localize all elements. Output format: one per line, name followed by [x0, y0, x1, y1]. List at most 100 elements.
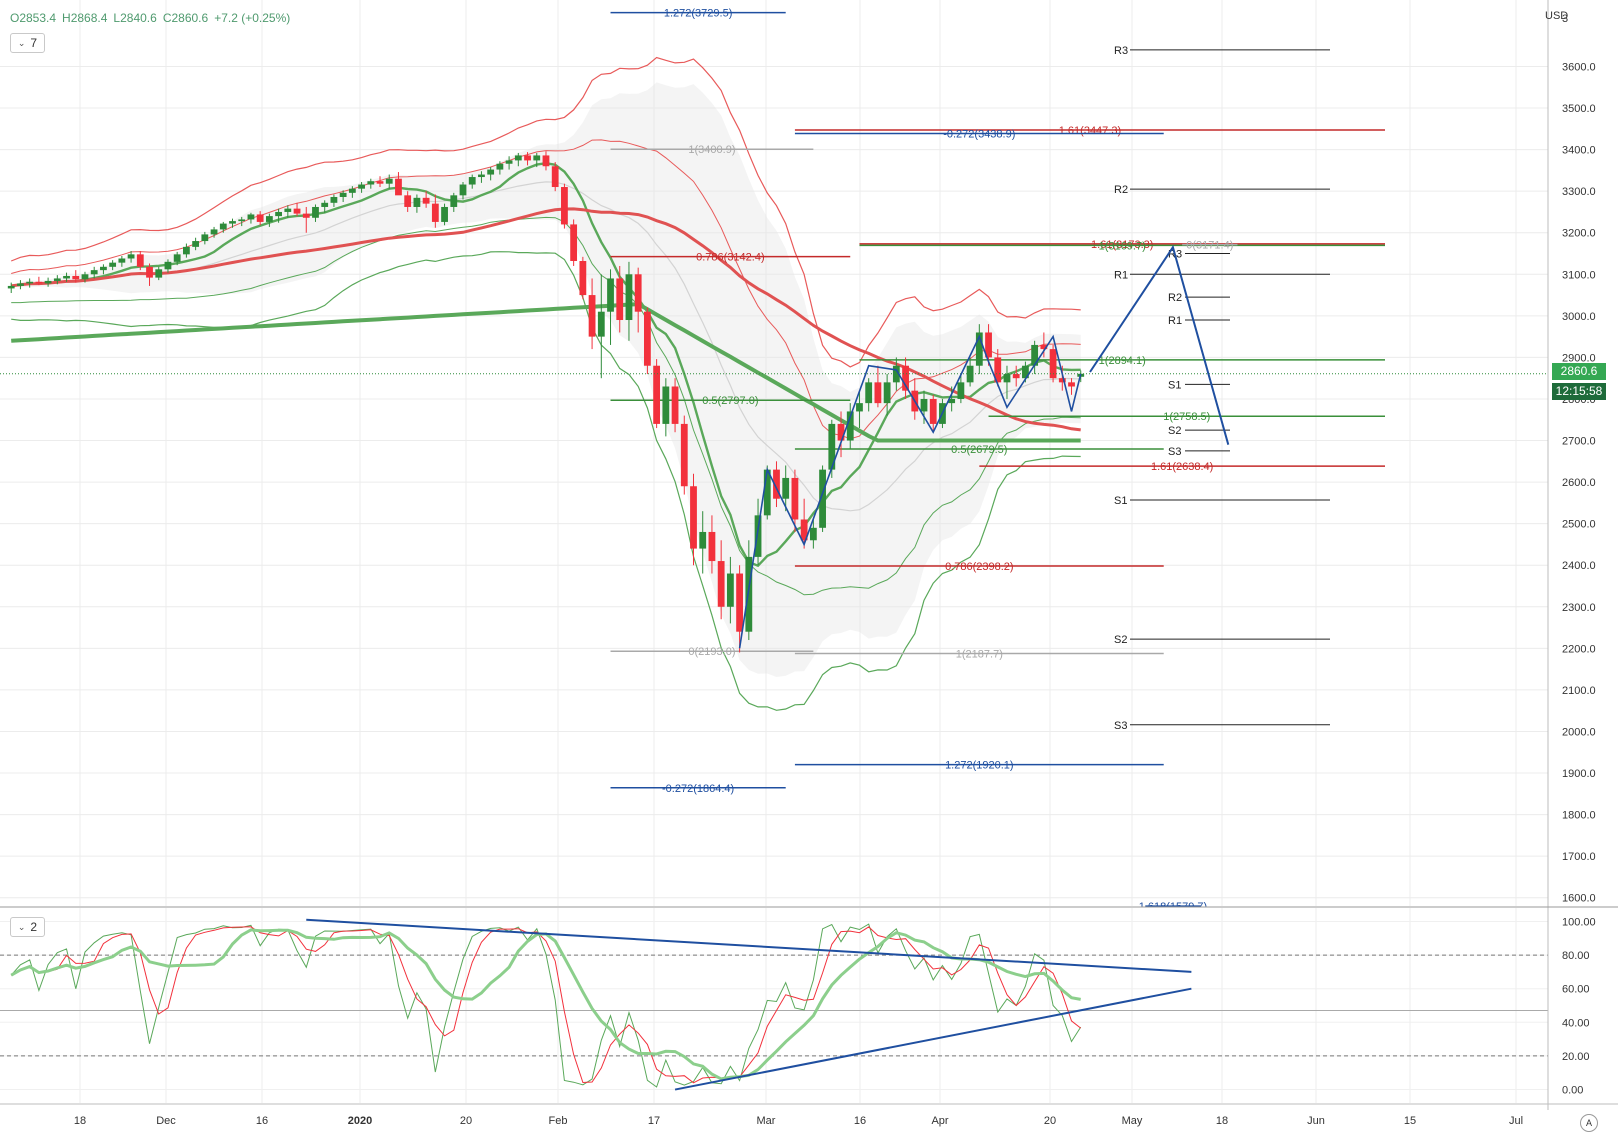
candle-body[interactable] — [551, 166, 559, 188]
candle-body[interactable] — [920, 398, 928, 412]
osc-trendline[interactable] — [306, 918, 1192, 973]
candle-body[interactable] — [570, 224, 578, 261]
candle-body[interactable] — [699, 531, 707, 549]
candle-body[interactable] — [957, 382, 965, 399]
candle-body[interactable] — [579, 260, 587, 296]
candle-body[interactable] — [395, 178, 402, 196]
candle-body[interactable] — [229, 221, 236, 224]
candle-body[interactable] — [72, 275, 80, 280]
candle-body[interactable] — [275, 211, 282, 217]
candle-body[interactable] — [745, 556, 753, 632]
candle-body[interactable] — [358, 184, 365, 189]
candle-body[interactable] — [837, 423, 845, 441]
candle-body[interactable] — [413, 197, 421, 207]
candle-body[interactable] — [487, 169, 495, 175]
candle-body[interactable] — [1040, 344, 1048, 350]
candle-body[interactable] — [800, 519, 808, 541]
candle-body[interactable] — [680, 423, 688, 487]
currency-label[interactable]: USD — [1545, 10, 1569, 22]
candle-body[interactable] — [219, 223, 227, 230]
candle-body[interactable] — [90, 270, 98, 275]
oscillator-pane[interactable] — [0, 918, 1548, 1091]
candle-body[interactable] — [662, 386, 670, 424]
candle-body[interactable] — [791, 477, 799, 520]
candle-body[interactable] — [846, 411, 854, 441]
candle-body[interactable] — [708, 531, 716, 562]
candle-body[interactable] — [422, 197, 430, 204]
candle-body[interactable] — [192, 241, 200, 247]
candle-body[interactable] — [53, 278, 61, 281]
candle-body[interactable] — [588, 295, 596, 337]
candle-body[interactable] — [339, 192, 347, 197]
candle-body[interactable] — [265, 216, 273, 222]
candle-body[interactable] — [321, 202, 329, 207]
candle-body[interactable] — [653, 365, 661, 424]
candle-body[interactable] — [671, 386, 679, 424]
candle-body[interactable] — [100, 266, 107, 271]
fibonacci-levels[interactable]: 1.272(3729.5) 1.61(3447.3) -0.272(3438.9) 1… — [610, 8, 1385, 913]
candle-body[interactable] — [118, 258, 126, 263]
candle-body[interactable] — [293, 208, 301, 214]
candle-body[interactable] — [496, 163, 504, 170]
candle-body[interactable] — [44, 280, 52, 284]
candle-body[interactable] — [201, 234, 209, 242]
candle-body[interactable] — [1049, 349, 1057, 379]
candle-body[interactable] — [561, 187, 568, 225]
candle-body[interactable] — [782, 477, 790, 499]
candle-body[interactable] — [514, 155, 522, 161]
candle-body[interactable] — [459, 184, 467, 196]
candle-body[interactable] — [404, 195, 412, 207]
drawing-lines[interactable] — [0, 244, 1548, 649]
osc-trendline[interactable] — [674, 987, 1192, 1091]
candle-body[interactable] — [26, 281, 34, 284]
candle-body[interactable] — [902, 365, 909, 391]
candle-body[interactable] — [468, 177, 476, 185]
main-pane-collapse-button[interactable]: ⌄ 7 — [10, 33, 45, 53]
candle-body[interactable] — [146, 266, 153, 278]
candle-body[interactable] — [173, 254, 181, 262]
candle-body[interactable] — [35, 281, 43, 284]
candle-body[interactable] — [136, 254, 144, 267]
candle-body[interactable] — [17, 283, 24, 286]
candle-body[interactable] — [1068, 382, 1075, 387]
projection-line[interactable] — [1089, 244, 1230, 445]
candle-body[interactable] — [975, 332, 983, 366]
candle-body[interactable] — [542, 155, 550, 167]
candle-body[interactable] — [7, 285, 15, 289]
candle-body[interactable] — [1022, 365, 1029, 379]
candle-body[interactable] — [330, 196, 338, 203]
candle-body[interactable] — [625, 274, 633, 321]
candle-body[interactable] — [763, 469, 771, 516]
candle-body[interactable] — [690, 486, 697, 549]
candle-body[interactable] — [81, 274, 89, 280]
candle-body[interactable] — [985, 332, 992, 358]
candle-body[interactable] — [155, 269, 163, 278]
candle-body[interactable] — [883, 382, 891, 404]
candle-body[interactable] — [109, 262, 117, 267]
candle-body[interactable] — [63, 275, 70, 279]
candle-body[interactable] — [819, 469, 826, 528]
candle-body[interactable] — [210, 229, 218, 235]
candle-body[interactable] — [607, 278, 614, 312]
candle-body[interactable] — [127, 254, 135, 259]
candle-body[interactable] — [302, 213, 310, 218]
candle-body[interactable] — [754, 515, 762, 557]
candle-body[interactable] — [348, 188, 356, 193]
candle-body[interactable] — [431, 203, 439, 222]
candle-body[interactable] — [809, 527, 817, 541]
candle-body[interactable] — [312, 206, 319, 218]
candle-body[interactable] — [367, 181, 375, 185]
candle-body[interactable] — [726, 573, 734, 607]
candle-body[interactable] — [994, 357, 1002, 383]
candle-body[interactable] — [856, 403, 863, 412]
osc-pane-collapse-button[interactable]: ⌄ 2 — [10, 917, 45, 937]
candle-body[interactable] — [616, 278, 624, 321]
candle-body[interactable] — [929, 398, 937, 424]
candle-body[interactable] — [874, 382, 882, 404]
wave-pattern-line[interactable] — [738, 334, 1082, 649]
candle-body[interactable] — [247, 214, 255, 220]
candle-body[interactable] — [385, 178, 393, 184]
candle-body[interactable] — [966, 365, 974, 383]
